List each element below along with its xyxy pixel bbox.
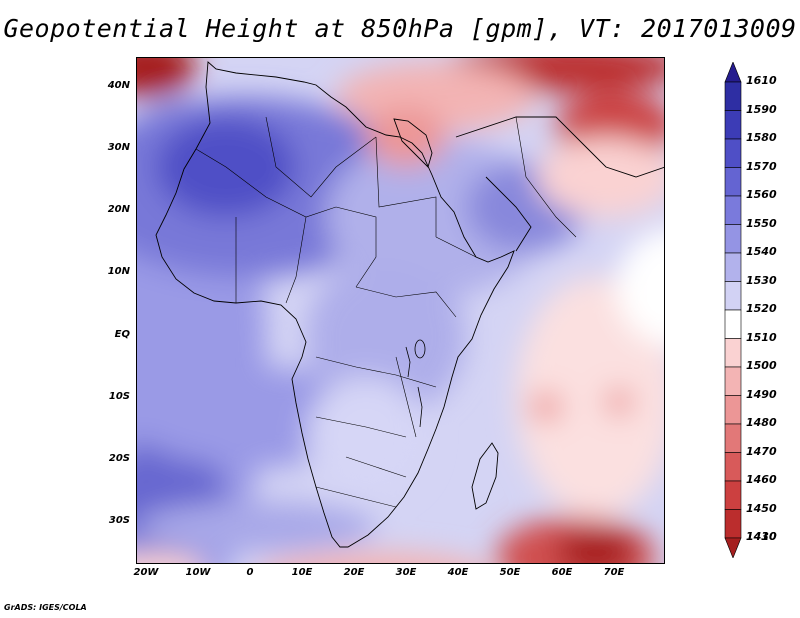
colorbar-label: 1530 (746, 273, 777, 287)
colorbar-label: 1550 (746, 216, 777, 230)
lon-label: 60E (551, 567, 573, 578)
map-panel (136, 57, 665, 564)
colorbar-swatch (724, 61, 742, 83)
colorbar-label: 1540 (746, 245, 777, 258)
lon-label: 30E (395, 567, 417, 578)
lat-label: 10S (108, 391, 130, 402)
lat-label: 10N (107, 266, 130, 277)
colorbar-label: 1520 (746, 302, 777, 315)
lat-label: 30S (108, 515, 130, 526)
colorbar-swatch (724, 81, 742, 111)
height-field (136, 57, 665, 564)
colorbar-swatch (724, 138, 742, 168)
colorbar-label: 1450 (746, 501, 777, 515)
colorbar-swatch (724, 224, 742, 254)
colorbar-label: 1510 (746, 330, 777, 344)
credit-text: GrADS: IGES/COLA (4, 603, 87, 612)
colorbar-label: 1470 (746, 444, 777, 458)
colorbar-label: 1560 (746, 188, 777, 201)
lat-label: 30N (107, 142, 130, 153)
colorbar-label: 1410 (746, 530, 777, 543)
colorbar-label: 1610 (746, 74, 777, 87)
colorbar-swatch (724, 309, 742, 339)
colorbar-swatch (724, 281, 742, 311)
lat-label: 20S (108, 453, 130, 464)
lat-label: EQ (114, 329, 130, 340)
lon-label: 10W (185, 567, 211, 578)
colorbar-label: 1430 (746, 530, 777, 543)
colorbar (724, 61, 742, 562)
lat-label: 20N (107, 204, 130, 215)
lon-label: 20E (343, 567, 365, 578)
colorbar-label: 1490 (746, 387, 777, 401)
colorbar-label: 1590 (746, 102, 777, 116)
colorbar-swatch (724, 366, 742, 396)
lon-label: 0 (246, 567, 254, 578)
colorbar-swatch (724, 452, 742, 482)
colorbar-swatch (724, 480, 742, 510)
lon-label: 40E (447, 567, 469, 578)
map-frame (136, 57, 665, 564)
colorbar-label: 1570 (746, 159, 777, 173)
lon-label: 70E (603, 567, 625, 578)
colorbar-label: 1480 (746, 416, 777, 429)
lon-label: 10E (291, 567, 313, 578)
colorbar-label: 1460 (746, 473, 777, 486)
africa-map (136, 57, 665, 564)
colorbar-swatch (724, 537, 742, 559)
colorbar-label: 1500 (746, 359, 777, 372)
map-title: Geopotential Height at 850hPa [gpm], VT:… (3, 14, 797, 43)
colorbar-swatch (724, 167, 742, 197)
colorbar-label: 1580 (746, 131, 777, 144)
colorbar-swatch (724, 195, 742, 225)
colorbar-swatch (724, 395, 742, 425)
colorbar-swatch (724, 338, 742, 368)
lon-label: 50E (499, 567, 521, 578)
country-borders (195, 116, 577, 508)
colorbar-swatches (724, 61, 742, 559)
colorbar-swatch (724, 423, 742, 453)
colorbar-swatch (724, 110, 742, 140)
lon-label: 20W (133, 567, 159, 578)
lakes (405, 339, 426, 428)
colorbar-swatch (724, 252, 742, 282)
lat-label: 40N (107, 80, 130, 91)
colorbar-swatch (724, 509, 742, 539)
